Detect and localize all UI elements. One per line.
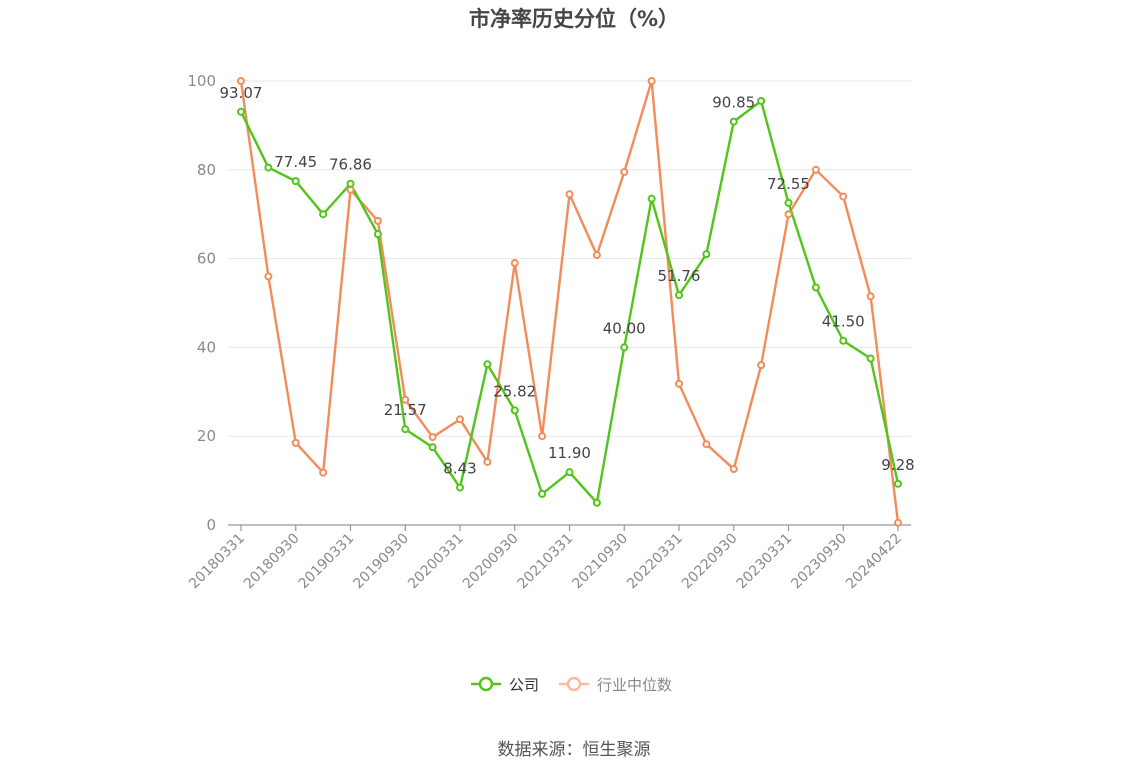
source-note: 数据来源：恒生聚源	[498, 740, 651, 760]
data-label: 40.00	[603, 319, 646, 337]
y-tick-label: 80	[197, 161, 216, 179]
data-point-company	[839, 336, 848, 345]
series-points	[237, 77, 902, 527]
data-point-company	[894, 479, 902, 488]
data-point-company	[291, 177, 300, 186]
y-tick-label: 100	[187, 72, 216, 90]
data-point-company	[592, 498, 601, 507]
x-tick-label: 20210331	[515, 531, 577, 593]
legend-item[interactable]: 公司	[471, 676, 539, 694]
data-point-company	[620, 343, 629, 352]
data-point-company	[401, 425, 410, 434]
data-point-company	[237, 107, 245, 116]
data-point-industry	[592, 251, 601, 260]
data-point-industry	[401, 395, 410, 404]
data-point-industry	[264, 272, 273, 281]
data-label: 93.07	[220, 84, 263, 102]
data-point-industry	[291, 438, 300, 447]
data-label: 72.55	[767, 175, 810, 193]
x-tick-label: 20230930	[788, 531, 850, 593]
data-point-company	[675, 291, 683, 300]
data-point-industry	[483, 457, 492, 466]
data-label: 51.76	[658, 267, 701, 285]
x-axis: 2018033120180930201903312019093020200331…	[186, 524, 911, 593]
data-point-company	[647, 194, 656, 203]
data-label: 11.90	[548, 444, 591, 462]
legend[interactable]: 公司 行业中位数	[471, 676, 672, 694]
data-point-industry	[729, 465, 738, 474]
grid	[228, 80, 911, 437]
y-tick-label: 60	[197, 250, 216, 268]
legend-marker	[566, 676, 582, 692]
data-label: 8.43	[443, 460, 476, 478]
y-axis: 0 20 40 60 80 100	[187, 72, 216, 534]
chart-title: 市净率历史分位（%）	[469, 7, 679, 31]
legend-label: 行业中位数	[597, 676, 672, 694]
y-tick-label: 40	[197, 338, 216, 356]
data-point-industry	[839, 192, 848, 201]
legend-item[interactable]: 行业中位数	[559, 676, 672, 694]
data-point-industry	[456, 415, 464, 424]
data-point-industry	[757, 361, 766, 370]
x-tick-label: 20220331	[624, 531, 686, 593]
data-point-industry	[538, 432, 547, 441]
data-point-company	[729, 117, 738, 126]
legend-label: 公司	[509, 676, 539, 694]
data-point-company	[757, 96, 766, 105]
x-tick-label: 20180930	[241, 531, 303, 593]
data-point-company	[538, 489, 547, 498]
data-point-industry	[620, 168, 629, 177]
x-tick-label: 20220930	[679, 531, 741, 593]
data-point-industry	[811, 165, 820, 174]
data-point-company	[428, 443, 437, 452]
data-point-industry	[866, 292, 875, 301]
data-label: 25.82	[493, 382, 536, 400]
x-tick-label: 20180331	[186, 531, 248, 593]
data-point-industry	[373, 216, 382, 225]
data-point-company	[510, 406, 519, 415]
x-tick-label: 20200930	[460, 531, 522, 593]
data-point-industry	[428, 433, 437, 442]
x-tick-label: 20240422	[843, 531, 905, 593]
data-point-company	[483, 360, 492, 369]
data-point-company	[373, 230, 382, 239]
x-tick-label: 20190930	[350, 531, 412, 593]
x-tick-label: 20190331	[296, 531, 358, 593]
data-point-industry	[702, 440, 711, 449]
data-label: 77.45	[274, 153, 317, 171]
data-point-industry	[565, 190, 574, 199]
data-point-industry	[894, 518, 902, 527]
data-label: 90.85	[712, 94, 755, 112]
data-label: 41.50	[822, 313, 865, 331]
data-point-industry	[510, 259, 519, 268]
data-point-industry	[319, 468, 328, 477]
data-point-company	[811, 283, 820, 292]
y-tick-label: 20	[197, 427, 216, 445]
data-label: 21.57	[384, 401, 427, 419]
data-point-company	[702, 250, 711, 259]
data-point-company	[264, 163, 273, 172]
x-tick-label: 20200331	[405, 531, 467, 593]
data-point-industry	[784, 210, 793, 219]
data-point-company	[319, 210, 328, 219]
data-labels: 93.07 77.45 76.86 21.57 8.43 25.82 11.90 40.00 5…	[220, 84, 915, 478]
data-point-industry	[675, 379, 683, 388]
data-point-industry	[647, 77, 656, 85]
y-tick-label: 0	[206, 516, 216, 534]
x-tick-label: 20230331	[734, 531, 796, 593]
data-point-company	[784, 198, 793, 207]
data-point-company	[346, 179, 355, 188]
data-label: 76.86	[329, 156, 372, 174]
x-tick-label: 20210930	[569, 531, 631, 593]
data-label: 9.28	[881, 456, 914, 474]
legend-marker	[478, 676, 494, 692]
data-point-industry	[237, 77, 245, 85]
data-point-company	[565, 468, 574, 477]
data-point-company	[456, 483, 464, 492]
data-point-company	[866, 354, 875, 363]
